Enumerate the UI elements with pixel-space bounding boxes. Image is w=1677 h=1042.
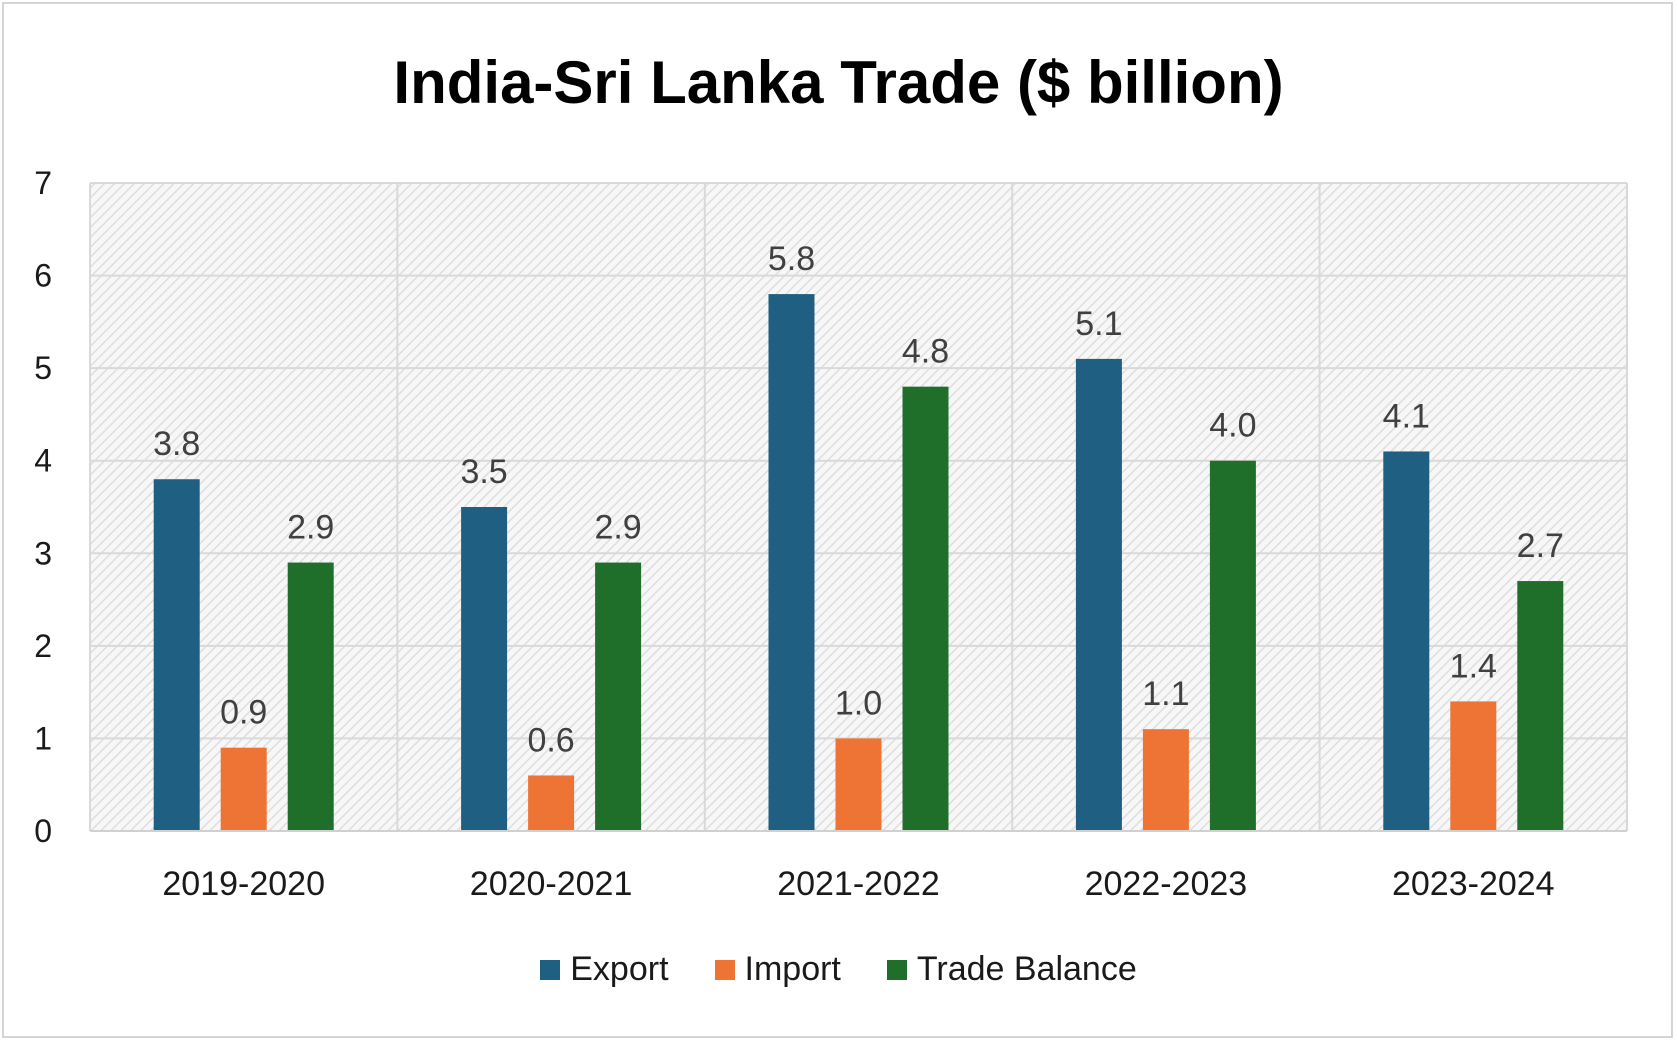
legend-item-import: Import bbox=[714, 950, 841, 989]
legend-swatch bbox=[540, 959, 561, 980]
legend-label: Trade Balance bbox=[916, 950, 1137, 988]
y-tick-label: 3 bbox=[34, 535, 52, 571]
data-label: 2.7 bbox=[1517, 527, 1564, 565]
data-label: 5.8 bbox=[768, 240, 815, 278]
y-tick-label: 2 bbox=[34, 628, 52, 664]
data-label: 0.6 bbox=[527, 721, 574, 759]
y-tick-label: 4 bbox=[34, 443, 52, 479]
y-tick-label: 6 bbox=[34, 258, 52, 294]
chart-title: India-Sri Lanka Trade ($ billion) bbox=[393, 49, 1284, 116]
legend-swatch bbox=[714, 959, 735, 980]
data-label: 5.1 bbox=[1075, 305, 1122, 343]
data-label: 4.8 bbox=[902, 333, 949, 371]
data-label: 2.9 bbox=[287, 509, 334, 547]
data-label: 1.0 bbox=[835, 684, 882, 722]
legend-item-export: Export bbox=[540, 950, 669, 989]
y-tick-label: 1 bbox=[34, 720, 52, 756]
data-label: 0.9 bbox=[220, 694, 267, 732]
bar-trade-balance bbox=[1209, 460, 1256, 831]
bar-trade-balance bbox=[287, 562, 334, 831]
bar-trade-balance bbox=[595, 562, 642, 831]
legend-label: Export bbox=[570, 950, 669, 988]
bar-export bbox=[153, 479, 200, 831]
data-label: 4.0 bbox=[1209, 407, 1256, 445]
bar-export bbox=[1075, 358, 1122, 831]
y-tick-label: 5 bbox=[34, 350, 52, 386]
x-category-label: 2021-2022 bbox=[777, 865, 940, 903]
x-category-label: 2020-2021 bbox=[470, 865, 633, 903]
x-category-label: 2023-2024 bbox=[1392, 865, 1555, 903]
data-label: 4.1 bbox=[1383, 397, 1430, 435]
x-category-label: 2022-2023 bbox=[1085, 865, 1248, 903]
bar-trade-balance bbox=[1517, 581, 1564, 831]
y-tick-label: 0 bbox=[34, 813, 52, 849]
bar-export bbox=[768, 294, 815, 832]
data-label: 1.4 bbox=[1450, 647, 1497, 685]
bar-export bbox=[1383, 451, 1430, 831]
legend-swatch bbox=[886, 959, 907, 980]
bar-import bbox=[1450, 701, 1497, 831]
legend-label: Import bbox=[744, 950, 841, 988]
legend-item-trade-balance: Trade Balance bbox=[886, 950, 1137, 989]
bar-import bbox=[528, 775, 575, 831]
bar-export bbox=[461, 507, 508, 831]
legend: Export Import Trade Balance bbox=[0, 950, 1677, 989]
data-label: 3.5 bbox=[460, 453, 507, 491]
bar-trade-balance bbox=[902, 386, 949, 831]
data-label: 3.8 bbox=[153, 425, 200, 463]
y-tick-label: 7 bbox=[34, 165, 52, 201]
bar-import bbox=[1142, 729, 1189, 831]
plot-area bbox=[90, 183, 1627, 831]
bar-import bbox=[835, 738, 882, 831]
x-category-label: 2019-2020 bbox=[162, 865, 325, 903]
data-label: 1.1 bbox=[1142, 675, 1189, 713]
bar-import bbox=[220, 747, 267, 831]
data-label: 2.9 bbox=[594, 509, 641, 547]
